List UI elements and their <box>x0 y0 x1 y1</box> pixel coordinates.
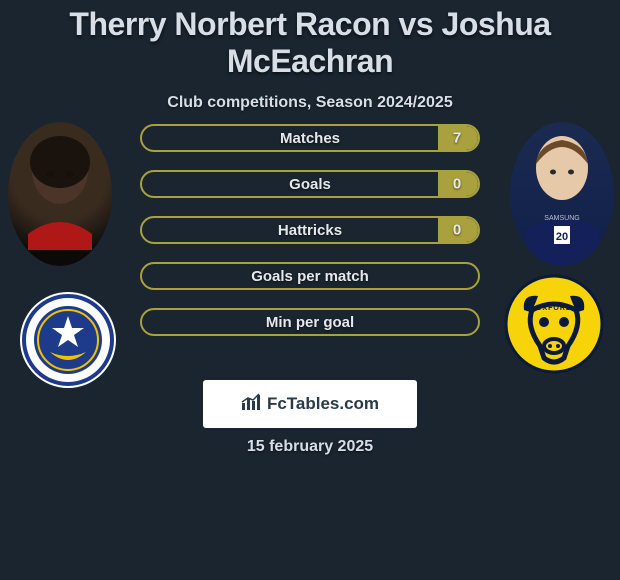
brand-label: FcTables.com <box>267 394 379 414</box>
portrait-icon <box>8 122 112 266</box>
stat-value: 7 <box>438 130 476 147</box>
subtitle: Club competitions, Season 2024/2025 <box>0 94 620 112</box>
date-label: 15 february 2025 <box>0 438 620 456</box>
stat-value: 0 <box>438 176 476 193</box>
stat-label: Min per goal <box>142 314 478 331</box>
stats-list: Matches 7 Goals 0 Hattricks 0 Goals per … <box>140 124 480 354</box>
svg-text:20: 20 <box>556 231 568 243</box>
svg-text:SAMSUNG: SAMSUNG <box>544 215 579 222</box>
svg-text:OXFORD: OXFORD <box>536 305 572 312</box>
stat-row-hattricks: Hattricks 0 <box>140 216 480 244</box>
badge-icon: OXFORD <box>504 274 604 374</box>
stat-value: 0 <box>438 222 476 239</box>
badge-icon <box>18 290 118 390</box>
stat-row-min-per-goal: Min per goal <box>140 308 480 336</box>
portrait-icon: 20 SAMSUNG <box>510 122 614 266</box>
stat-label: Hattricks <box>142 222 478 239</box>
player-portrait-right: 20 SAMSUNG <box>510 122 614 266</box>
page-title: Therry Norbert Racon vs Joshua McEachran <box>0 0 620 80</box>
stat-label: Matches <box>142 130 478 147</box>
stat-row-goals-per-match: Goals per match <box>140 262 480 290</box>
player-portrait-left <box>8 122 112 266</box>
stat-label: Goals <box>142 176 478 193</box>
stat-row-matches: Matches 7 <box>140 124 480 152</box>
club-badge-right: OXFORD <box>504 274 604 374</box>
stat-label: Goals per match <box>142 268 478 285</box>
stat-row-goals: Goals 0 <box>140 170 480 198</box>
brand-box: FcTables.com <box>203 380 417 428</box>
chart-icon <box>241 393 261 416</box>
club-badge-left <box>18 290 118 390</box>
